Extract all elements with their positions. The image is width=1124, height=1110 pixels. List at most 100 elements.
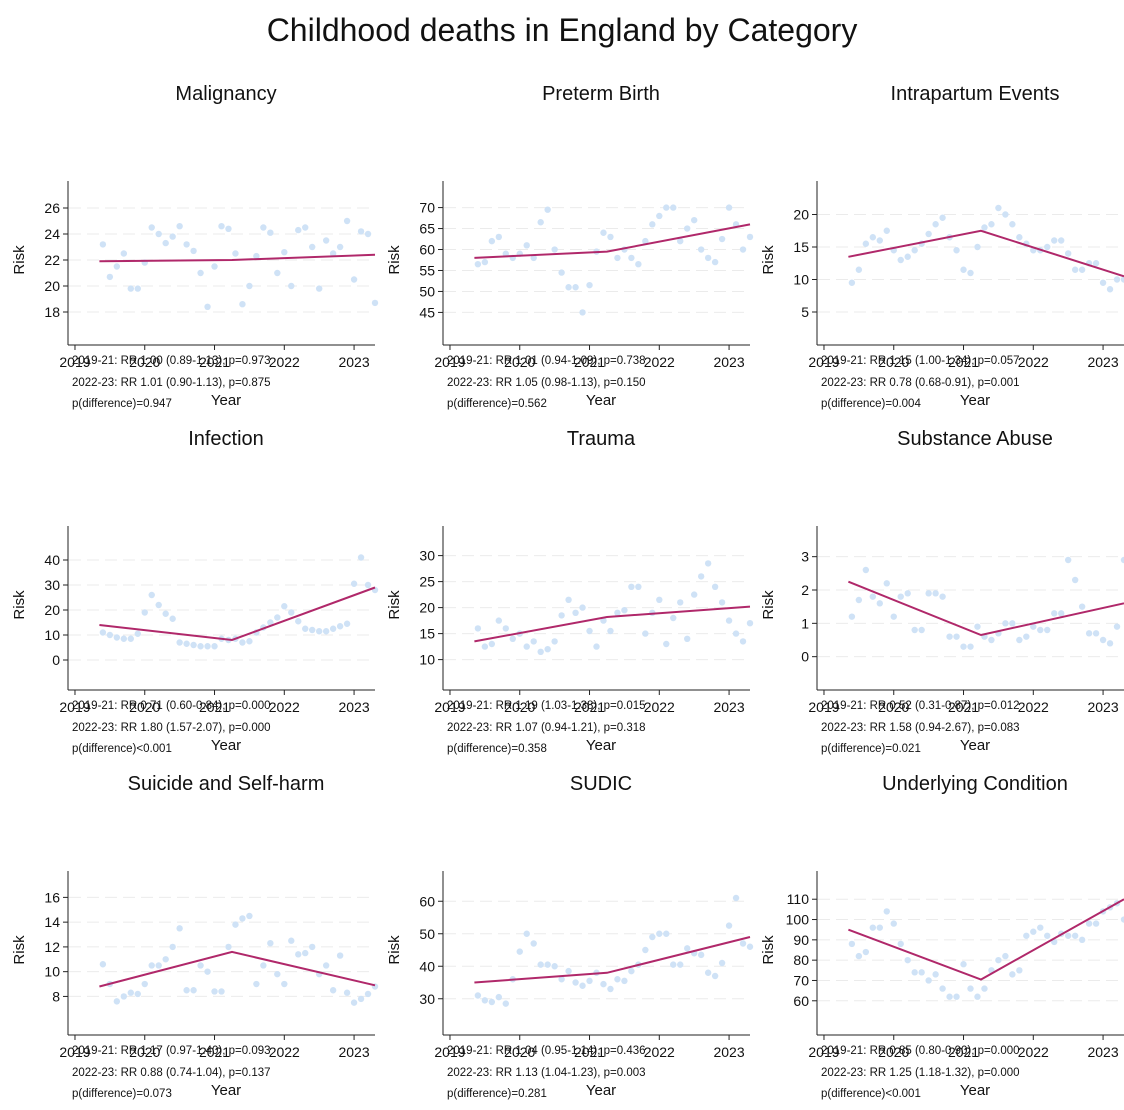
data-point [579, 982, 586, 989]
data-point [502, 625, 509, 632]
panel-title: Infection [188, 428, 264, 450]
y-tick-label: 90 [793, 932, 809, 948]
data-point [1071, 932, 1079, 939]
y-axis-label: Risk [760, 590, 777, 620]
stats-line: 2022-23: RR 1.80 (1.57-2.07), p=0.000 [72, 721, 271, 734]
data-point [677, 599, 684, 606]
data-point [642, 237, 649, 245]
chart-panel: Infection 0 10 20 30 40 2019 2020 2021 2022 2023 Ri… [0, 420, 379, 765]
data-point [932, 971, 939, 978]
x-axis-label: Year [586, 737, 616, 754]
data-point [642, 946, 649, 954]
data-point [572, 284, 579, 291]
data-point [246, 912, 253, 920]
stats-line: 2022-23: RR 1.25 (1.18-1.32), p=0.000 [821, 1066, 1020, 1079]
x-tick-label: 2023 [1087, 354, 1118, 370]
chart-panel: Preterm Birth 45 50 55 60 65 70 2019 2020 2021 202… [375, 75, 754, 420]
stats-line: 2019-21: RR 1.19 (1.03-1.38), p=0.015 [447, 700, 646, 712]
data-point [974, 623, 981, 630]
data-point [169, 615, 176, 622]
data-point [869, 234, 877, 241]
x-tick-label: 2021 [574, 1044, 605, 1060]
x-tick-label: 2019 [434, 354, 465, 370]
stats-block: 2019-21: RR 1.17 (0.97-1.40), p=0.093 202… [72, 1041, 271, 1106]
data-point [260, 224, 267, 231]
data-point [621, 977, 628, 985]
data-point [537, 219, 544, 226]
data-point [670, 204, 677, 211]
data-point [495, 617, 503, 624]
data-point [600, 229, 607, 236]
data-point [190, 641, 197, 649]
chart-svg: Intrapartum Events 5 10 15 20 2019 2020 2021 202… [760, 83, 1124, 409]
data-point [350, 276, 358, 283]
panel-title: SUDIC [570, 773, 632, 795]
data-point [99, 629, 107, 636]
y-axis-label: Risk [760, 935, 777, 965]
data-point [918, 969, 925, 976]
data-point [516, 948, 523, 955]
data-point [697, 246, 705, 253]
data-point [911, 247, 918, 254]
data-point [1009, 620, 1016, 627]
data-point [148, 224, 155, 231]
data-point [1002, 952, 1009, 960]
data-point [329, 250, 337, 257]
data-point [211, 643, 218, 650]
data-point [288, 282, 295, 290]
data-point [939, 214, 946, 221]
x-axis-label: Year [960, 737, 990, 754]
y-tick-label: 30 [419, 991, 435, 1007]
data-point [495, 993, 503, 1001]
data-point [120, 635, 128, 642]
x-tick-label: 2021 [199, 699, 230, 715]
data-point [974, 243, 981, 251]
stats-line: p(difference)=0.004 [821, 398, 921, 410]
trend-line [474, 936, 751, 984]
y-axis-label: Risk [760, 245, 777, 275]
y-tick-label: 100 [786, 912, 810, 928]
data-point [890, 920, 897, 927]
data-point [932, 221, 939, 228]
data-point [1085, 630, 1093, 637]
data-point [1099, 279, 1107, 286]
chart-svg: Preterm Birth 45 50 55 60 65 70 2019 2020 2021 202… [386, 83, 754, 409]
panel-title: Suicide and Self-harm [128, 773, 325, 795]
data-point [169, 943, 176, 951]
x-tick-label: 2023 [713, 354, 744, 370]
data-point [670, 961, 677, 968]
data-point [586, 977, 593, 985]
data-point [267, 229, 274, 236]
data-point [530, 254, 537, 262]
data-point [134, 285, 141, 292]
data-point [614, 976, 621, 983]
data-point [544, 646, 551, 653]
data-point [704, 560, 712, 567]
y-tick-label: 24 [44, 226, 60, 242]
data-point [946, 993, 953, 1000]
data-point [239, 639, 246, 646]
trend-line [99, 253, 376, 263]
x-tick-label: 2022 [269, 354, 300, 370]
data-point [218, 223, 225, 230]
y-tick-label: 70 [793, 972, 809, 988]
x-tick-label: 2020 [504, 1044, 535, 1060]
stats-line: 2022-23: RR 1.05 (0.98-1.13), p=0.150 [447, 376, 646, 389]
y-tick-label: 20 [44, 278, 60, 294]
y-tick-label: 20 [793, 207, 809, 223]
data-point [288, 937, 295, 944]
data-point [862, 240, 870, 247]
y-tick-label: 10 [44, 627, 60, 643]
y-axis-label: Risk [386, 935, 403, 965]
data-point [649, 933, 656, 941]
data-point [113, 263, 121, 270]
stats-block: 2019-21: RR 1.04 (0.95-1.14), p=0.436 202… [447, 1041, 646, 1106]
y-tick-label: 50 [419, 283, 435, 299]
data-point [572, 609, 579, 616]
data-point [656, 596, 663, 603]
data-point [593, 643, 600, 650]
stats-line: 2022-23: RR 1.58 (0.94-2.67), p=0.083 [821, 721, 1020, 734]
data-point [551, 246, 558, 253]
trend-line [848, 229, 1124, 278]
data-point [530, 638, 537, 645]
